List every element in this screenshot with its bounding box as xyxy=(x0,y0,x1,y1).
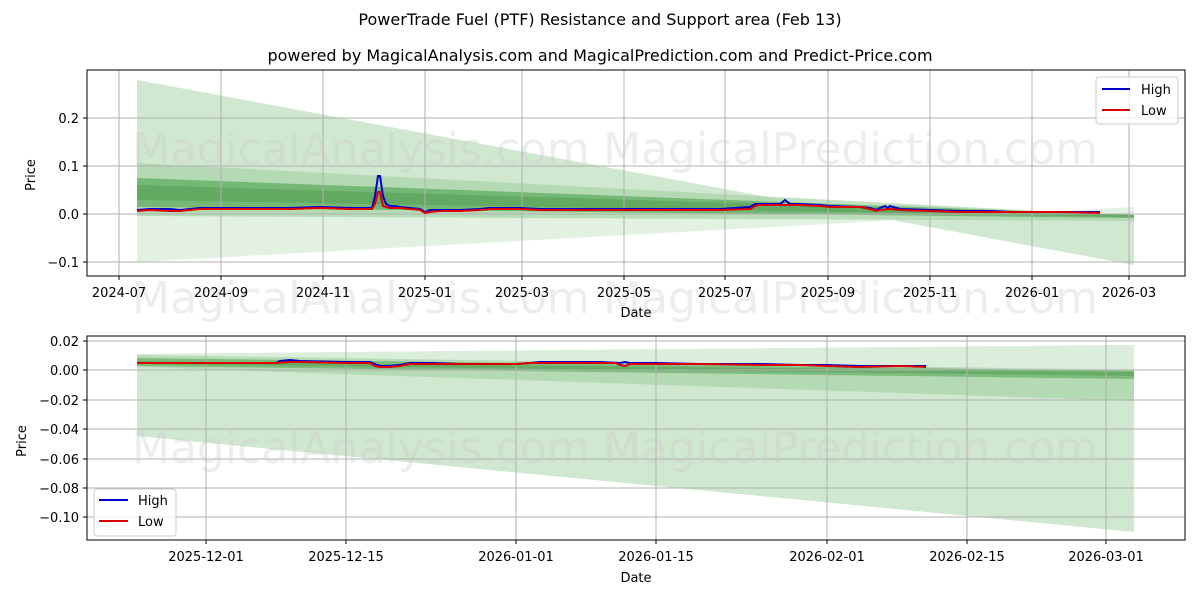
watermark-right-3: MagicalPrediction.com xyxy=(603,423,1098,474)
top-xtick-label: 2024-07 xyxy=(92,286,146,301)
bottom-low-line xyxy=(137,361,927,369)
top-xtick-label: 2025-03 xyxy=(495,286,549,301)
bottom-xtick-label: 2025-12-01 xyxy=(168,550,244,565)
bottom-axes-frame xyxy=(86,335,1186,541)
top-xtick-label: 2025-01 xyxy=(398,286,452,301)
legend-high-label: High xyxy=(138,494,168,509)
top-xtick-label: 2025-05 xyxy=(597,286,651,301)
bottom-ytick-label: −0.06 xyxy=(39,453,79,468)
bottom-x-ticks xyxy=(205,540,1107,544)
top-x-axis-label: Date xyxy=(620,306,651,321)
top-low-line xyxy=(136,191,1101,215)
watermark-left-3: MagicalAnalysis.com xyxy=(132,423,590,474)
chart-title: PowerTrade Fuel (PTF) Resistance and Sup… xyxy=(358,10,842,29)
watermark-left-2: MagicalAnalysis.com xyxy=(132,273,590,324)
top-y-axis-label: Price xyxy=(24,159,39,191)
bottom-ytick-label: −0.02 xyxy=(39,394,79,409)
bottom-xtick-label: 2026-01-15 xyxy=(618,550,694,565)
bottom-ytick-label: −0.08 xyxy=(39,482,79,497)
chart-subtitle: powered by MagicalAnalysis.com and Magic… xyxy=(267,46,933,65)
top-xtick-label: 2024-09 xyxy=(194,286,248,301)
top-xtick-label: 2025-11 xyxy=(903,286,957,301)
top-xtick-label: 2026-01 xyxy=(1005,286,1059,301)
top-xtick-label: 2026-03 xyxy=(1102,286,1156,301)
bottom-x-axis-label: Date xyxy=(620,571,651,586)
watermark-right-2: MagicalPrediction.com xyxy=(603,273,1098,324)
bottom-xtick-label: 2026-01-01 xyxy=(478,550,554,565)
bottom-xtick-label: 2025-12-15 xyxy=(308,550,384,565)
bottom-chart: MagicalAnalysis.com MagicalPrediction.co… xyxy=(15,335,1186,586)
top-ytick-label: 0.0 xyxy=(58,208,79,223)
bottom-ytick-label: −0.10 xyxy=(39,511,79,526)
top-xtick-label: 2025-09 xyxy=(801,286,855,301)
top-ytick-label: 0.2 xyxy=(58,112,79,127)
bottom-y-axis-label: Price xyxy=(15,425,30,457)
watermark-left: MagicalAnalysis.com xyxy=(132,124,590,175)
bottom-xtick-label: 2026-03-01 xyxy=(1068,550,1144,565)
bottom-inner-band-core xyxy=(137,361,1134,376)
bottom-outer-band-top xyxy=(137,345,1134,369)
top-ytick-label: 0.1 xyxy=(58,160,79,175)
bottom-y-ticks xyxy=(83,340,87,518)
legend-high-label: High xyxy=(1141,83,1171,98)
top-xtick-label: 2025-07 xyxy=(698,286,752,301)
top-legend: High Low xyxy=(1095,76,1179,125)
bottom-ytick-label: −0.04 xyxy=(39,423,79,438)
watermark-right: MagicalPrediction.com xyxy=(603,124,1098,175)
top-gridlines xyxy=(87,70,1185,276)
top-outer-band-lower xyxy=(137,207,1134,262)
top-y-ticks xyxy=(83,117,87,263)
top-chart: MagicalAnalysis.com MagicalPrediction.co… xyxy=(24,69,1186,324)
bottom-gridlines xyxy=(87,336,1185,540)
legend-low-label: Low xyxy=(138,515,164,530)
top-ytick-label: −0.1 xyxy=(47,256,79,271)
bottom-ytick-label: 0.00 xyxy=(50,364,79,379)
legend-low-label: Low xyxy=(1141,104,1167,119)
bottom-ytick-label: 0.02 xyxy=(50,335,79,350)
top-xtick-label: 2024-11 xyxy=(296,286,350,301)
bottom-legend: High Low xyxy=(93,488,177,537)
top-x-ticks xyxy=(118,276,1130,280)
top-axes-frame xyxy=(86,69,1186,277)
bottom-xtick-label: 2026-02-01 xyxy=(789,550,865,565)
bottom-xtick-label: 2026-02-15 xyxy=(929,550,1005,565)
